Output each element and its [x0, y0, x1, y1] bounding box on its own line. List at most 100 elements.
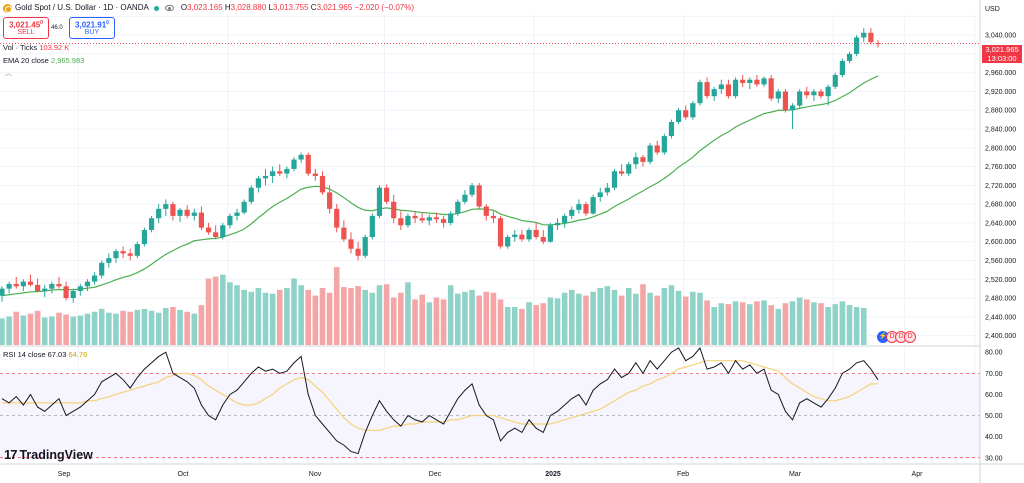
- volume-bar: [390, 297, 397, 345]
- candle-body: [134, 244, 140, 256]
- rsi-tick-label: 40.00: [985, 434, 1003, 441]
- ema-20-line: [1, 75, 879, 297]
- candle-body: [319, 175, 326, 193]
- volume-bar: [326, 292, 333, 345]
- volume-bar: [13, 311, 20, 345]
- volume-bar: [27, 313, 34, 345]
- volume-bar: [20, 315, 27, 345]
- sell-button[interactable]: 3,021.450 SELL: [3, 17, 49, 39]
- price-tick-label: 2,880.000: [985, 108, 1016, 115]
- rsi-line: [1, 346, 879, 455]
- volume-bar: [583, 295, 589, 345]
- candle-body: [170, 204, 176, 216]
- visibility-eye-icon[interactable]: [164, 5, 174, 11]
- volume-bar: [405, 282, 411, 345]
- candle-body: [455, 201, 461, 214]
- candle-body: [27, 281, 34, 285]
- candle-body: [839, 60, 845, 76]
- volume-bar: [554, 298, 561, 345]
- volume-bar: [440, 299, 447, 345]
- volume-bar: [120, 310, 126, 345]
- candle-body: [661, 136, 667, 153]
- candle-body: [505, 237, 511, 247]
- candle-body: [398, 218, 404, 226]
- candle-body: [6, 283, 12, 289]
- volume-bar: [177, 309, 183, 345]
- market-status-icon[interactable]: [153, 5, 159, 11]
- time-tick-label: Mar: [789, 471, 802, 478]
- volume-bar: [0, 318, 5, 345]
- volume-bar: [227, 282, 233, 345]
- candle-body: [854, 37, 860, 54]
- candle-body: [704, 82, 710, 97]
- price-tick-label: 2,640.000: [985, 220, 1016, 227]
- candle-body: [633, 157, 639, 165]
- volume-bar: [355, 286, 361, 345]
- price-tick-label: 2,400.000: [985, 333, 1016, 340]
- volume-bar: [127, 311, 133, 345]
- rsi-tick-label: 70.00: [985, 371, 1003, 378]
- candle-body: [533, 229, 539, 238]
- tradingview-logo[interactable]: 17 TradingView: [4, 447, 93, 462]
- time-tick-label: Sep: [58, 471, 71, 478]
- volume-bar: [775, 308, 782, 345]
- volume-bar: [704, 300, 710, 345]
- volume-bar: [590, 291, 596, 345]
- ema-legend[interactable]: EMA 20 close 2,965.983: [3, 56, 85, 65]
- candle-body: [369, 215, 375, 238]
- volume-bar: [106, 312, 112, 345]
- volume-bar: [860, 307, 867, 345]
- candle-body: [205, 227, 212, 233]
- symbol-title[interactable]: Gold Spot / U.S. Dollar · 1D · OANDA: [15, 3, 149, 12]
- price-tick-label: 2,960.000: [985, 70, 1016, 77]
- candle-body: [348, 239, 354, 249]
- rsi-legend[interactable]: RSI 14 close 67.03 64.76: [3, 350, 88, 359]
- candle-body: [56, 283, 62, 287]
- candle-body: [797, 91, 803, 106]
- volume-legend[interactable]: Vol · Ticks 103.92 K: [3, 43, 70, 52]
- candle-body: [675, 110, 682, 122]
- volume-bar: [56, 312, 62, 345]
- candle-body: [148, 218, 155, 230]
- volume-bar: [711, 307, 717, 345]
- candle-body: [298, 154, 304, 160]
- price-tick-label: 2,480.000: [985, 296, 1016, 303]
- symbol-legend: Gold Spot / U.S. Dollar · 1D · OANDA O3,…: [3, 3, 414, 13]
- candle-body: [604, 187, 610, 193]
- candle-body: [49, 283, 55, 289]
- volume-bar: [832, 304, 839, 345]
- volume-bar: [782, 303, 789, 345]
- volume-bar: [341, 287, 347, 345]
- candle-body: [391, 201, 397, 219]
- volume-bar: [298, 285, 304, 345]
- candle-body: [626, 164, 632, 174]
- candle-body: [540, 237, 546, 242]
- candle-body: [519, 234, 525, 240]
- volume-bar: [568, 289, 575, 345]
- candle-body: [768, 78, 774, 99]
- volume-bar: [255, 288, 262, 345]
- volume-bar: [447, 285, 454, 345]
- buy-button[interactable]: 3,021.910 BUY: [69, 17, 115, 39]
- candle-body: [334, 208, 340, 228]
- candle-body: [654, 145, 660, 153]
- time-tick-label: Oct: [178, 471, 189, 478]
- ohlc-values: O3,023.165 H3,028.880 L3,013.755 C3,021.…: [180, 3, 414, 12]
- candle-body: [597, 192, 603, 198]
- collapse-legend-chevron-icon[interactable]: ︿: [5, 70, 12, 77]
- volume-bar: [70, 316, 77, 345]
- candle-body: [433, 217, 440, 220]
- volume-bar: [803, 299, 810, 345]
- event-badges[interactable]: ⚡ D D D: [877, 331, 916, 343]
- candle-body: [740, 79, 746, 84]
- volume-bar: [647, 292, 653, 345]
- candle-body: [583, 204, 589, 214]
- candle-body: [156, 208, 162, 219]
- time-tick-label: Nov: [309, 471, 322, 478]
- volume-bar: [455, 293, 461, 345]
- candle-body: [590, 197, 596, 214]
- volume-bar: [49, 316, 55, 345]
